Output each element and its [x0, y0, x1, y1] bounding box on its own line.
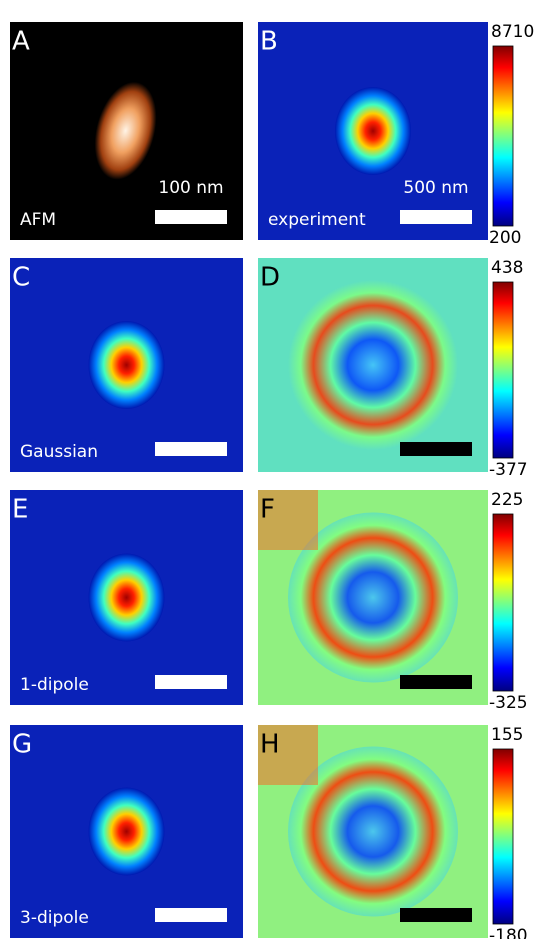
- scale-bar-label: 100 nm: [158, 178, 223, 198]
- caption: AFM: [20, 210, 56, 230]
- spot: [335, 87, 411, 175]
- colorbar-min: -377: [489, 460, 528, 480]
- spot: [89, 554, 165, 642]
- panel: E 1-dipole: [10, 490, 243, 705]
- caption: 3-dipole: [20, 908, 89, 928]
- colorbar-max: 8710: [491, 22, 534, 42]
- panel: A AFM 100 nm: [10, 22, 243, 240]
- colorbar-max: 155: [491, 725, 523, 745]
- colorbar: [493, 46, 513, 226]
- figure: A AFM 100 nm Bexperiment 500 nm 8710 200 C Gauss…: [0, 0, 543, 939]
- scale-bar: [400, 908, 472, 922]
- panel-label: E: [12, 495, 28, 525]
- colorbar-min: 200: [489, 228, 521, 248]
- colorbar: [493, 282, 513, 458]
- scale-bar: [155, 442, 227, 456]
- scale-bar-label: 500 nm: [403, 178, 468, 198]
- scale-bar: [400, 675, 472, 689]
- spot: [89, 788, 165, 876]
- scale-bar: [400, 442, 472, 456]
- colorbar-min: -325: [489, 693, 528, 713]
- panel-label: F: [260, 495, 275, 525]
- panel: D 438 -377: [258, 258, 528, 480]
- residual-pattern: [288, 280, 458, 450]
- colorbar-min: -180: [489, 926, 528, 939]
- panel-label: H: [260, 730, 280, 760]
- panel-label: G: [12, 730, 32, 760]
- scale-bar: [400, 210, 472, 224]
- panel-label: C: [12, 263, 30, 293]
- spot: [89, 321, 165, 409]
- colorbar: [493, 514, 513, 691]
- panel: G 3-dipole: [10, 725, 243, 938]
- colorbar: [493, 749, 513, 924]
- caption: 1-dipole: [20, 675, 89, 695]
- caption: experiment: [268, 210, 366, 230]
- panel: H 155 -180: [258, 725, 528, 939]
- colorbar-max: 225: [491, 490, 523, 510]
- colorbar-max: 438: [491, 258, 523, 278]
- panel: F 225 -325: [258, 490, 528, 713]
- panel: C Gaussian: [10, 258, 243, 472]
- panel-label: B: [260, 27, 278, 57]
- scale-bar: [155, 210, 227, 224]
- panel-label: A: [12, 27, 30, 57]
- panel-label: D: [260, 263, 280, 293]
- scale-bar: [155, 908, 227, 922]
- scale-bar: [155, 675, 227, 689]
- caption: Gaussian: [20, 442, 98, 462]
